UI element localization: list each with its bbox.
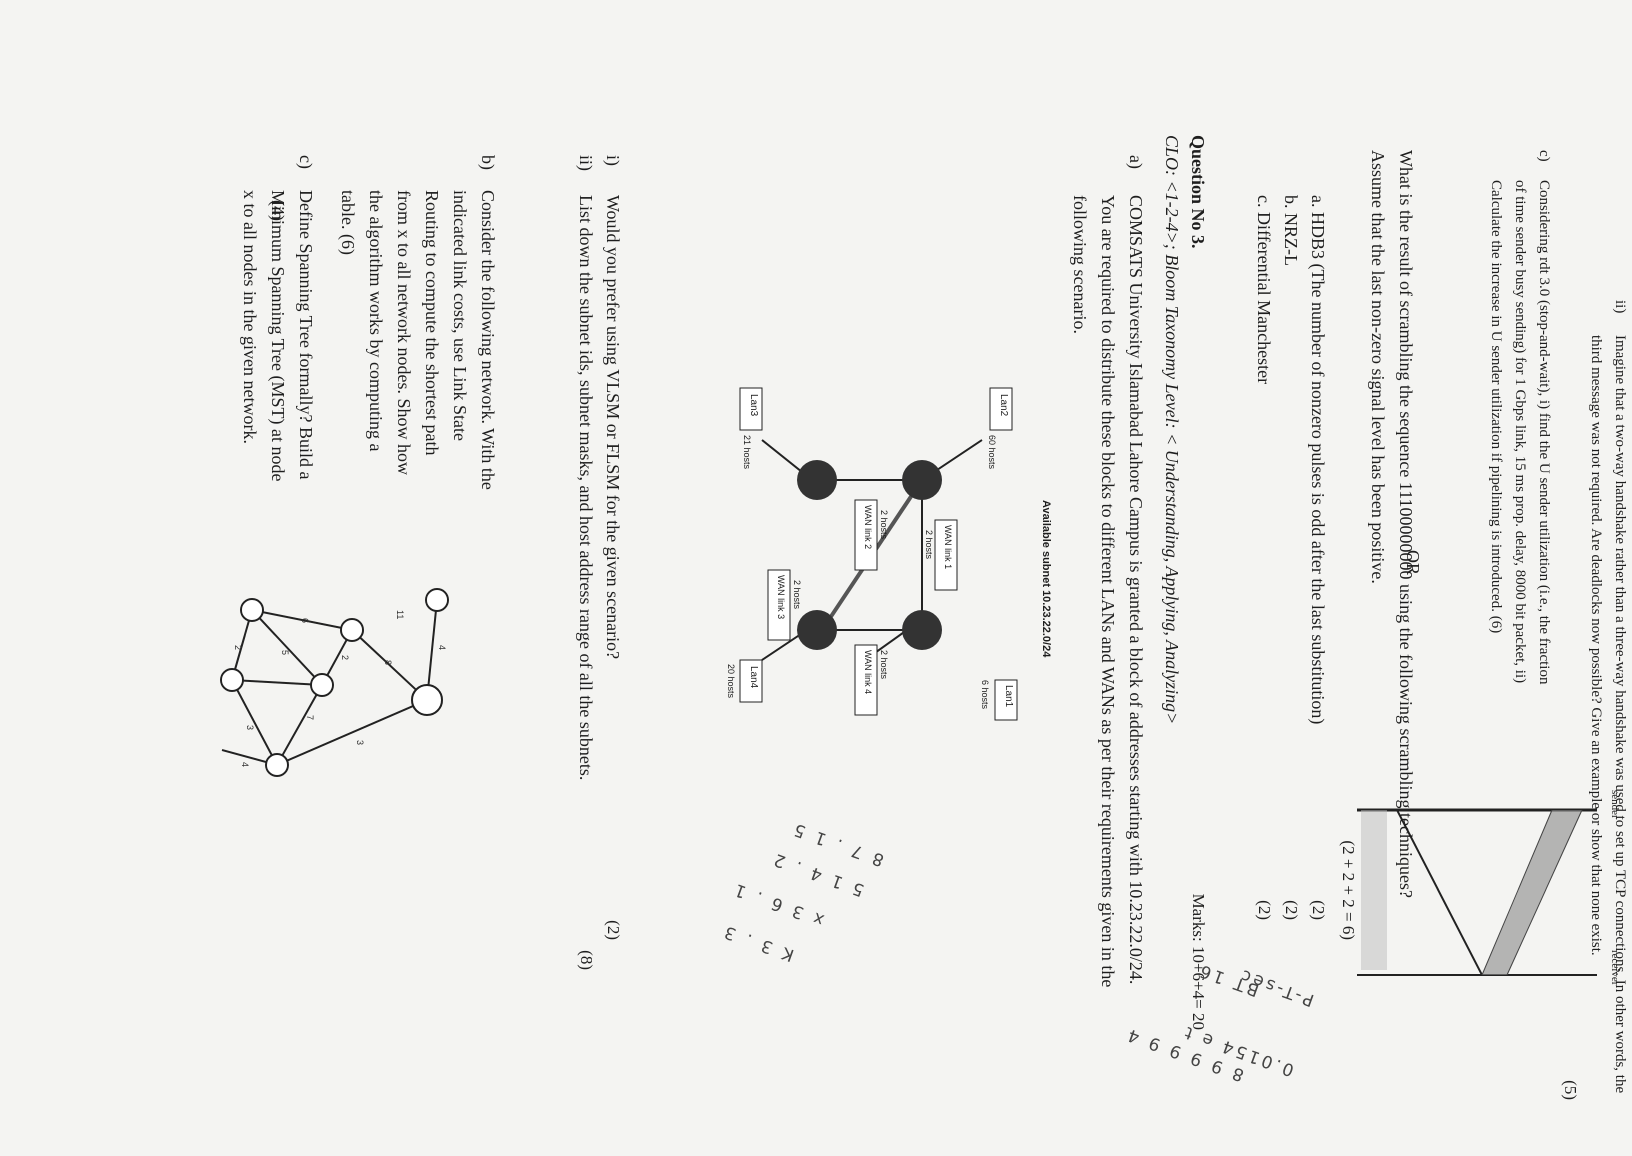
graph-node	[340, 618, 364, 642]
hatched-area	[1361, 810, 1387, 970]
edge-cost: 3	[245, 725, 255, 730]
scrambling-item-c-marks: (2)	[1255, 900, 1274, 920]
edge-cost: 4	[240, 762, 250, 767]
part-ii-marks: (8)	[577, 950, 596, 970]
part-b-text: Consider the following network. With the…	[338, 190, 498, 490]
edge-cost: 2	[233, 645, 243, 650]
question-ii-label: ii)	[1612, 300, 1628, 314]
scrambling-item-b: b. NRZ-L	[1281, 195, 1301, 266]
graph-node-x	[411, 684, 443, 716]
question-3-marks: Marks: 10+6+4= 20	[1189, 893, 1208, 1030]
wan3-label: WAN link 3	[776, 575, 786, 620]
scrambling-item-a: a. HDB3 (The number of nonzero pulses is…	[1308, 195, 1328, 725]
wan4-label: WAN link 4	[863, 650, 873, 695]
scrambling-question: What is the result of scrambling the seq…	[1368, 150, 1416, 898]
question-c-label: c)	[1536, 150, 1552, 162]
wan1-hosts: 2 hosts	[924, 530, 934, 560]
lan2-hosts: 60 hosts	[987, 435, 997, 470]
scrambling-item-a-marks: (2)	[1309, 900, 1328, 920]
lan3-label: Lan3	[748, 394, 759, 417]
lan3-hosts: 21 hosts	[742, 435, 752, 470]
subnet-topology	[739, 387, 1018, 721]
part-a-text: COMSATS University Islamabad Lahore Camp…	[1070, 195, 1146, 988]
question-3-title: Question No 3.	[1188, 135, 1208, 249]
edge-cost: 2	[340, 655, 350, 660]
graph-node	[265, 753, 289, 777]
lan1-link	[871, 629, 908, 656]
part-i-text: Would you prefer using VLSM or FLSM for …	[603, 195, 623, 660]
edge-cost: 3	[355, 740, 365, 745]
part-c-label: c)	[296, 155, 316, 169]
graph-node	[310, 673, 334, 697]
router-icon	[797, 460, 837, 500]
subnet-diagram: Available subnet 10.23.22.0/24 Lan2 60 h…	[722, 380, 1052, 900]
graph-node	[425, 588, 449, 612]
lan2-link	[936, 439, 983, 471]
scrambling-item-b-marks: (2)	[1282, 900, 1301, 920]
packet-transmission	[1482, 810, 1582, 975]
clo-line: CLO: <1-2-4>; Bloom Taxonomy Level: < Un…	[1162, 135, 1182, 725]
part-i-label: i)	[603, 155, 623, 166]
lan2-label: Lan2	[998, 394, 1009, 417]
wan3-hosts: 2 hosts	[792, 580, 802, 610]
wan1-label: WAN link 1	[943, 525, 953, 570]
part-c-text: Define Spanning Tree formally? Build a M…	[240, 190, 316, 482]
part-ii-text: List down the subnet ids, subnet masks, …	[576, 195, 596, 781]
edge-cost: 6	[300, 618, 310, 623]
receiver-label: receiver	[1609, 950, 1621, 986]
lan4-label: Lan4	[748, 666, 759, 689]
part-i-marks: (2)	[604, 920, 623, 940]
lan1-label: Lan1	[1003, 685, 1014, 708]
edge-cost: 8	[383, 660, 393, 665]
router-icon	[902, 460, 942, 500]
edge-cost: 4	[437, 645, 447, 650]
scrambling-total-marks: (2 + 2 + 2 = 6)	[1339, 840, 1358, 940]
edge-cost: 11	[395, 610, 405, 619]
part-a-label: a)	[1126, 155, 1146, 169]
wan2-label: WAN link 2	[863, 505, 873, 550]
part-ii-label: ii)	[576, 155, 596, 171]
question-c-text: Considering rdt 3.0 (stop-and-wait), i) …	[1488, 180, 1552, 685]
graph-node	[220, 668, 244, 692]
wan4-hosts: 2 hosts	[879, 650, 889, 680]
router-icon	[902, 610, 942, 650]
stop-and-wait-diagram	[1357, 808, 1597, 976]
part-c-marks: (4)	[268, 200, 288, 221]
network-graph: 4 11 8 3 2 7 6 5 3 2 4	[220, 588, 449, 777]
sender-label: sender	[1609, 790, 1621, 819]
lan1-hosts: 6 hosts	[980, 680, 990, 710]
scrambling-item-c: c. Differential Manchester	[1254, 195, 1274, 385]
question-ii-marks: (5)	[1561, 1080, 1580, 1100]
ack-line	[1396, 809, 1483, 976]
edge-cost: 7	[305, 715, 315, 720]
edge-cost: 5	[280, 650, 290, 655]
graph-node	[240, 598, 264, 622]
router-icon	[797, 610, 837, 650]
lan4-hosts: 20 hosts	[726, 664, 736, 699]
wan2-hosts: 2 hosts	[879, 510, 889, 540]
part-b-label: b)	[478, 155, 498, 170]
